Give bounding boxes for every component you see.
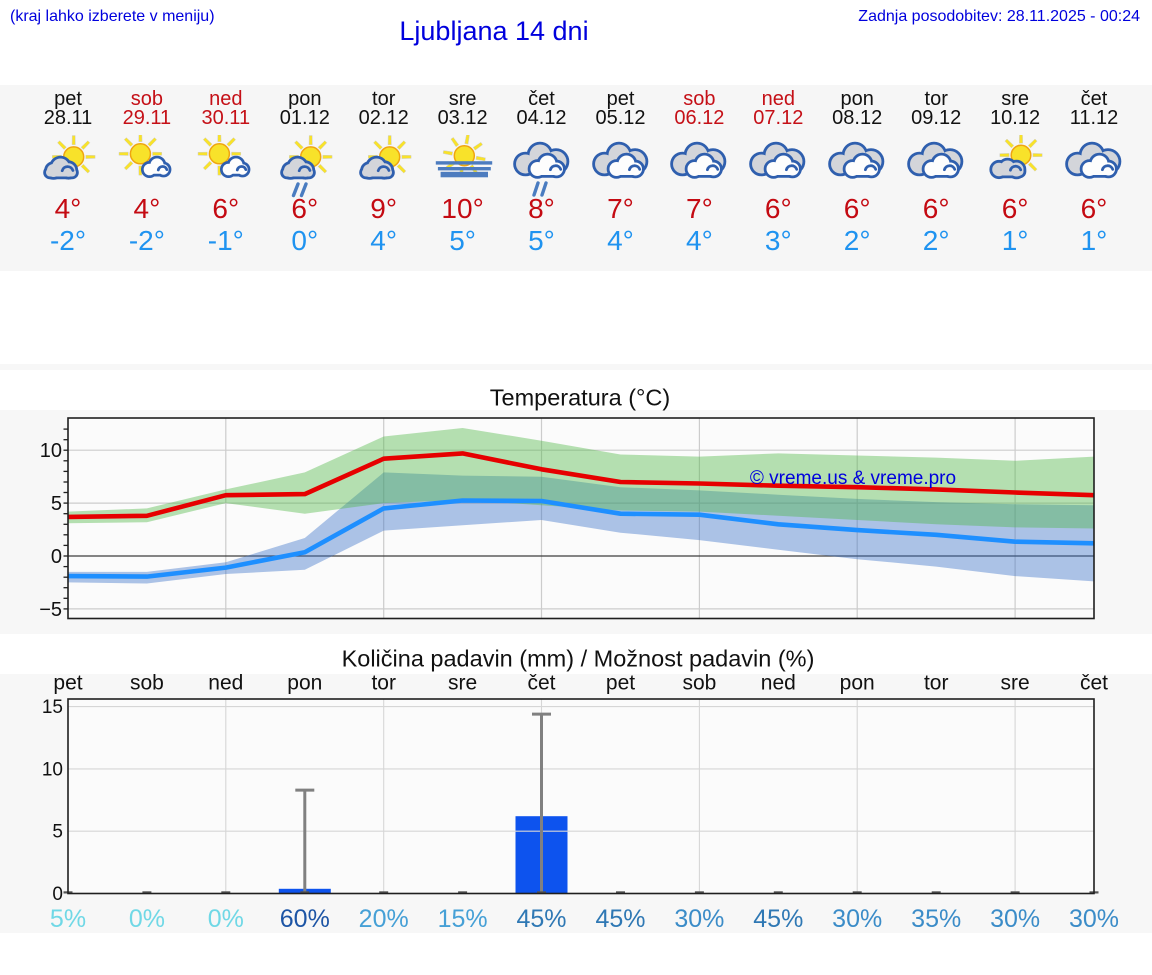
svg-text:© vreme.us & vreme.pro: © vreme.us & vreme.pro (750, 468, 956, 489)
svg-text:sob: sob (682, 672, 716, 695)
svg-text:30%: 30% (1069, 905, 1119, 933)
svg-text:10: 10 (42, 759, 63, 780)
svg-text:30%: 30% (832, 905, 882, 933)
svg-text:sob: sob (130, 672, 164, 695)
svg-text:0: 0 (51, 546, 62, 568)
svg-text:pon: pon (287, 672, 322, 695)
svg-text:sre: sre (1001, 672, 1030, 695)
svg-text:0: 0 (52, 884, 63, 905)
svg-text:pet: pet (606, 672, 635, 695)
svg-text:60%: 60% (280, 905, 330, 933)
svg-text:20%: 20% (359, 905, 409, 933)
svg-text:10: 10 (40, 440, 62, 462)
svg-text:0%: 0% (208, 905, 244, 933)
svg-text:tor: tor (924, 672, 949, 695)
svg-text:čet: čet (1080, 672, 1108, 695)
svg-text:Količina padavin (mm) / Možnos: Količina padavin (mm) / Možnost padavin … (342, 646, 815, 672)
svg-text:0%: 0% (129, 905, 165, 933)
svg-text:5%: 5% (50, 905, 86, 933)
svg-text:45%: 45% (516, 905, 566, 933)
svg-text:čet: čet (527, 672, 555, 695)
svg-text:30%: 30% (990, 905, 1040, 933)
svg-text:15%: 15% (438, 905, 488, 933)
svg-text:pet: pet (53, 672, 82, 695)
svg-text:tor: tor (371, 672, 396, 695)
svg-text:Temperatura (°C): Temperatura (°C) (490, 385, 670, 411)
svg-text:ned: ned (761, 672, 796, 695)
svg-text:−5: −5 (39, 599, 62, 621)
svg-text:sre: sre (448, 672, 477, 695)
svg-text:45%: 45% (595, 905, 645, 933)
svg-text:ned: ned (208, 672, 243, 695)
svg-text:35%: 35% (911, 905, 961, 933)
svg-text:45%: 45% (753, 905, 803, 933)
svg-text:15: 15 (42, 697, 63, 718)
svg-text:30%: 30% (674, 905, 724, 933)
svg-text:pon: pon (840, 672, 875, 695)
svg-text:5: 5 (52, 822, 63, 843)
svg-text:5: 5 (51, 493, 62, 515)
